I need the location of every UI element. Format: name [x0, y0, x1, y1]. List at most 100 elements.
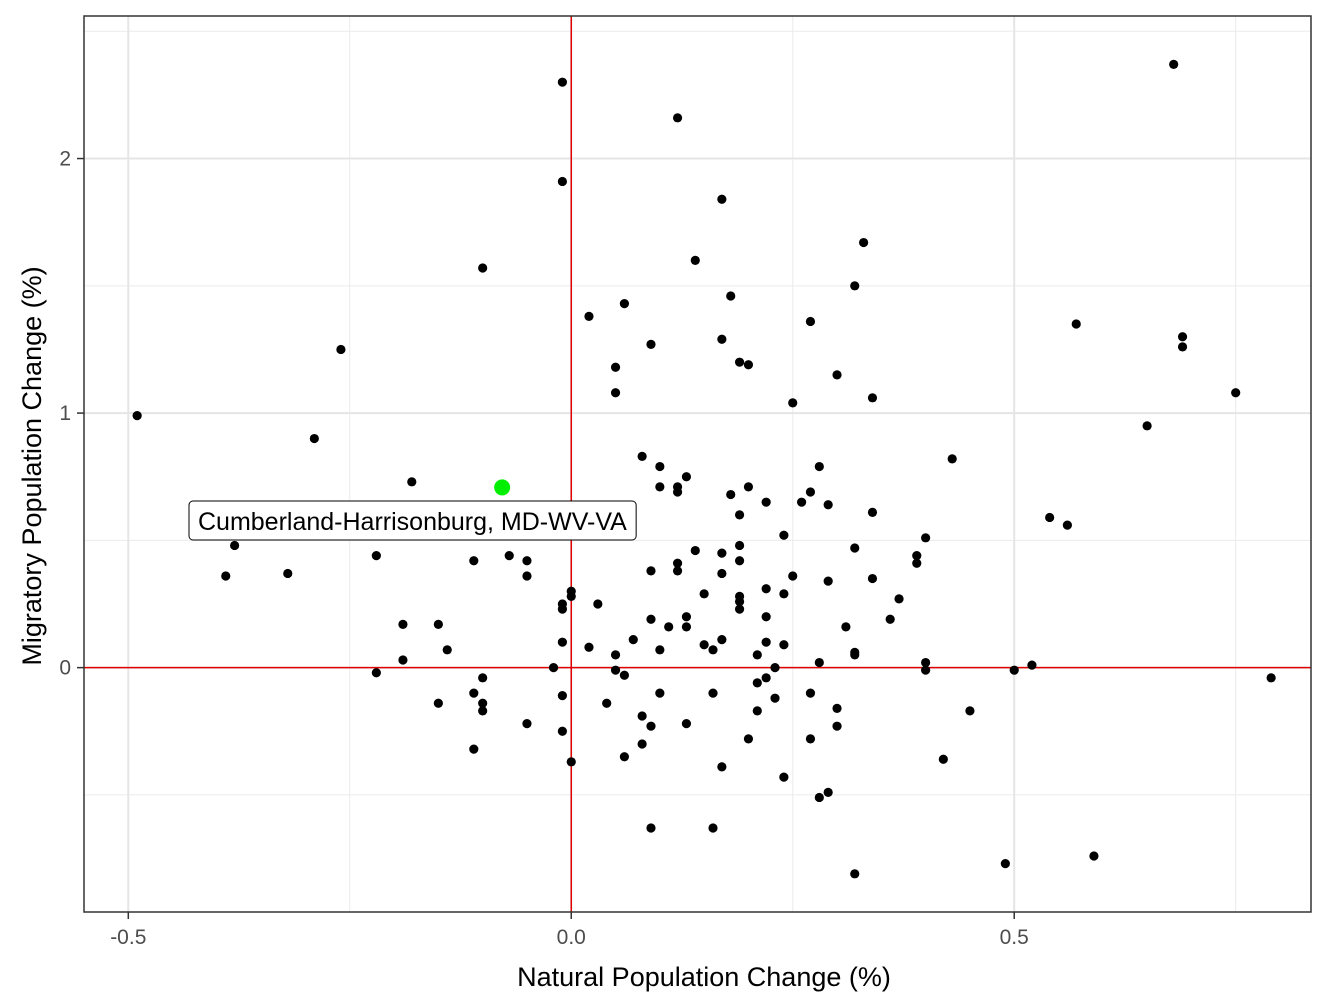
- data-point-15: [478, 263, 488, 273]
- data-point-89: [734, 556, 745, 566]
- data-point-109: [779, 772, 789, 782]
- data-point-28: [557, 176, 567, 187]
- data-point-35: [566, 591, 576, 601]
- data-point-23: [478, 706, 488, 716]
- x-axis: -0.5 0.0 0.5: [110, 912, 1029, 949]
- data-points: [132, 59, 1276, 879]
- data-point-146: [1000, 859, 1010, 869]
- data-point-106: [779, 530, 789, 540]
- data-point-123: [832, 370, 842, 380]
- data-point-136: [885, 614, 895, 624]
- data-point-135: [867, 573, 878, 584]
- data-point-158: [1266, 673, 1276, 683]
- data-point-7: [283, 568, 293, 579]
- data-point-16: [469, 556, 479, 566]
- data-point-100: [761, 584, 771, 594]
- data-point-55: [646, 721, 656, 731]
- data-point-5: [230, 540, 240, 551]
- data-point-153: [1142, 421, 1152, 431]
- data-point-138: [912, 551, 922, 561]
- data-point-97: [752, 678, 762, 688]
- data-point-118: [814, 657, 824, 668]
- x-tick-label-2: 0.5: [1000, 926, 1029, 949]
- y-tick-label-1: 1: [59, 402, 71, 425]
- data-point-114: [805, 487, 816, 497]
- data-point-147: [1009, 665, 1019, 675]
- x-tick-label-0: -0.5: [110, 926, 146, 949]
- data-point-101: [761, 612, 771, 622]
- data-point-87: [734, 510, 745, 520]
- data-point-142: [921, 665, 931, 675]
- data-point-148: [1027, 660, 1037, 670]
- data-point-110: [788, 398, 798, 408]
- data-point-58: [655, 482, 665, 492]
- data-point-69: [681, 622, 692, 632]
- data-point-60: [655, 688, 665, 698]
- data-point-132: [859, 237, 869, 248]
- data-point-64: [672, 487, 683, 497]
- highlight-label: Cumberland-Harrisonburg, MD-WV-VA: [198, 508, 627, 536]
- x-tick-label-1: 0.0: [557, 926, 586, 949]
- data-point-30: [557, 604, 567, 614]
- data-point-122: [823, 787, 833, 797]
- data-point-42: [610, 388, 621, 398]
- data-point-25: [522, 719, 532, 729]
- data-point-141: [921, 657, 931, 668]
- data-point-51: [637, 739, 647, 749]
- data-point-144: [947, 454, 957, 464]
- grid-minor: [84, 16, 1311, 912]
- data-point-134: [867, 507, 878, 517]
- data-point-65: [672, 558, 683, 568]
- data-point-88: [734, 540, 745, 551]
- data-point-40: [602, 698, 612, 708]
- data-point-73: [699, 589, 709, 599]
- data-point-157: [1231, 388, 1241, 398]
- data-point-149: [1045, 512, 1055, 523]
- data-point-20: [478, 673, 488, 683]
- data-point-50: [637, 711, 647, 721]
- data-point-72: [690, 545, 700, 556]
- y-tick-label-2: 2: [59, 148, 71, 171]
- data-point-150: [1062, 520, 1072, 530]
- data-point-43: [610, 650, 621, 660]
- data-point-62: [672, 113, 683, 123]
- data-point-91: [734, 596, 745, 607]
- data-point-11: [371, 668, 381, 678]
- data-point-92: [734, 604, 745, 614]
- data-point-24: [469, 744, 479, 754]
- data-point-95: [743, 734, 754, 744]
- data-point-99: [761, 497, 771, 507]
- data-point-3: [407, 477, 417, 487]
- data-point-12: [433, 619, 443, 629]
- data-point-75: [708, 645, 718, 655]
- data-point-103: [761, 673, 771, 683]
- data-point-143: [938, 754, 948, 764]
- y-axis-title: Migratory Population Change (%): [17, 266, 47, 665]
- data-point-67: [681, 472, 692, 482]
- data-point-81: [717, 568, 727, 579]
- data-point-9: [398, 619, 408, 629]
- data-point-154: [1169, 59, 1179, 69]
- data-point-119: [814, 792, 824, 803]
- data-point-84: [726, 291, 736, 301]
- data-point-85: [726, 489, 736, 500]
- data-point-8: [371, 551, 381, 561]
- data-point-78: [717, 194, 727, 204]
- data-point-155: [1177, 332, 1188, 342]
- data-point-107: [779, 589, 789, 599]
- data-point-140: [921, 533, 931, 543]
- data-point-38: [584, 642, 594, 652]
- data-point-0: [132, 411, 142, 421]
- data-point-83: [717, 762, 727, 772]
- data-point-74: [699, 640, 709, 650]
- data-point-133: [867, 393, 878, 403]
- data-point-152: [1089, 851, 1099, 861]
- data-point-32: [557, 691, 567, 701]
- data-point-26: [548, 663, 559, 673]
- data-point-53: [646, 566, 656, 576]
- data-point-19: [522, 571, 532, 581]
- data-point-2: [309, 433, 319, 444]
- data-point-14: [433, 698, 443, 708]
- data-point-33: [557, 726, 567, 736]
